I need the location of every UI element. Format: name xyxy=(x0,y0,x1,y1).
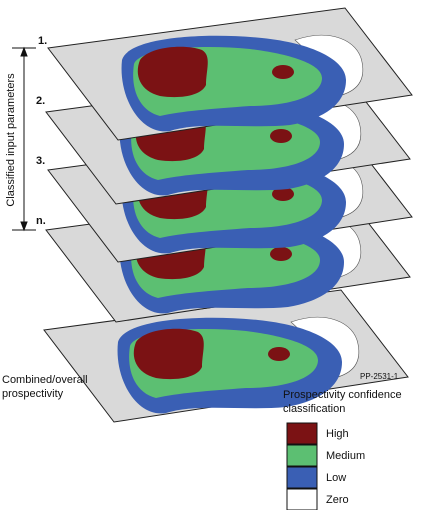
combined-layer xyxy=(43,289,409,423)
legend-label: High xyxy=(326,428,349,440)
layer-label: n. xyxy=(36,215,46,227)
layer-label: 1. xyxy=(38,35,47,47)
legend-swatch xyxy=(286,444,318,467)
figure-id: PP-2531-1 xyxy=(360,372,399,381)
legend-label: Medium xyxy=(326,450,365,462)
bottom-label: Combined/overall xyxy=(2,374,88,386)
axis-label: Classified input parameters xyxy=(5,73,17,207)
layer-label: 3. xyxy=(36,155,45,167)
legend-swatch xyxy=(286,488,318,510)
legend-title: classification xyxy=(283,403,345,415)
legend-swatch xyxy=(286,466,318,489)
legend-label: Low xyxy=(326,472,346,484)
layer-label: 2. xyxy=(36,95,45,107)
bottom-label: prospectivity xyxy=(2,388,64,400)
bracket xyxy=(12,46,36,232)
legend-label: Zero xyxy=(326,494,349,506)
legend-swatch xyxy=(286,422,318,445)
legend-title: Prospectivity confidence xyxy=(283,389,402,401)
